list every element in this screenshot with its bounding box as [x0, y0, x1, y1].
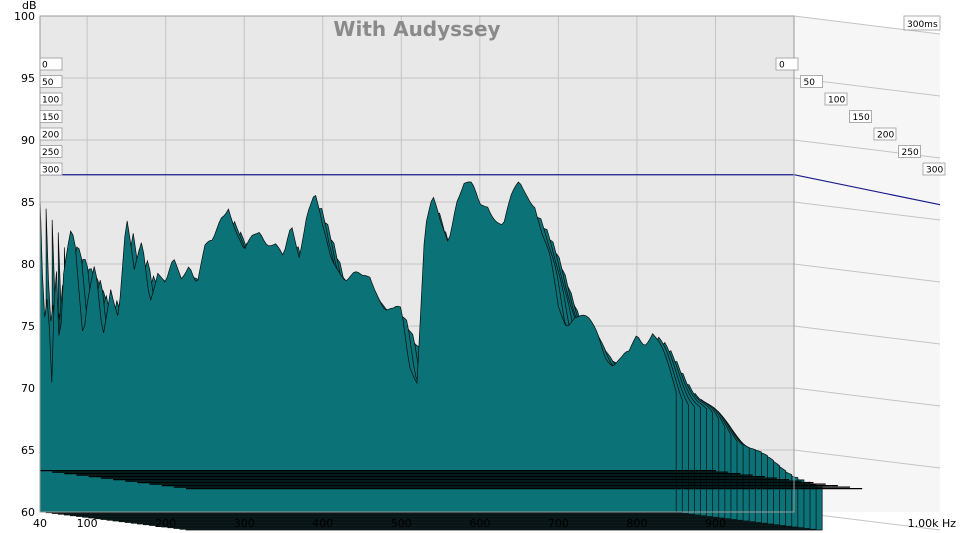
right-slice-label-box [922, 162, 946, 176]
left-slice-label-box [39, 57, 63, 71]
grid-line-depth [793, 15, 941, 35]
x-tick-label: 1.00k Hz [908, 517, 957, 530]
right-slice-label: 100 [828, 96, 845, 106]
left-slice-label-box [39, 92, 63, 106]
left-slice-label-box [39, 110, 63, 123]
x-tick-label: 100 [77, 517, 98, 530]
right-slice-label: 200 [877, 131, 894, 141]
chart-title: With Audyssey [333, 17, 500, 41]
left-slice-label: 150 [42, 113, 59, 123]
right-slice-label: 250 [902, 148, 919, 158]
y-tick-label: 60 [21, 506, 35, 519]
y-tick-label: 95 [21, 72, 35, 85]
left-slice-label: 200 [42, 131, 59, 141]
x-tick-label: 400 [312, 517, 333, 530]
grid-line-depth [793, 263, 941, 283]
x-tick-label: 200 [155, 517, 176, 530]
x-tick-label: 40 [33, 517, 47, 530]
x-tick-label: 300 [234, 517, 255, 530]
left-slice-label: 100 [42, 96, 59, 106]
right-slice-label: 300 [926, 166, 943, 176]
left-slice-label: 0 [42, 61, 48, 71]
left-slice-label-box [39, 162, 63, 176]
right-slice-label: 0 [779, 61, 785, 71]
time-axis-label-frame [903, 15, 941, 31]
left-slice-label: 300 [42, 166, 59, 176]
right-slice-label-box [873, 127, 897, 141]
left-time-slice-labels: 0 50 100 150 200 250 300 [39, 57, 63, 176]
time-axis-label: 300ms [907, 20, 938, 30]
y-tick-label: 65 [21, 444, 35, 457]
left-slice-label: 250 [42, 148, 59, 158]
y-tick-label: 75 [21, 320, 35, 333]
y-axis-label: dB [22, 0, 37, 12]
right-slice-label-box [898, 145, 921, 158]
right-slice-label-box [824, 92, 848, 106]
left-slice-label-box [39, 145, 63, 158]
y-tick-label: 100 [14, 10, 35, 23]
grid-line-depth [793, 201, 941, 221]
right-slice-label: 150 [853, 113, 870, 123]
waterfall-slice [39, 181, 677, 513]
right-slice-label-box [849, 110, 872, 123]
time-axis-side-wall [794, 16, 940, 512]
right-slice-label-box [775, 57, 799, 71]
waterfall-slices [39, 181, 863, 531]
x-tick-label: 800 [626, 517, 647, 530]
y-tick-label: 90 [21, 134, 35, 147]
x-tick-label: 500 [391, 517, 412, 530]
plot-frame [39, 15, 795, 513]
x-tick-label: 700 [548, 517, 569, 530]
right-time-slice-labels: 0 50 100 150 200 250 300 [775, 57, 946, 176]
grid-line-depth [793, 387, 941, 407]
y-tick-label: 80 [21, 258, 35, 271]
grid-line-depth [793, 449, 941, 469]
time-axis-label-box: 300ms [903, 15, 941, 31]
x-tick-label: 900 [705, 517, 726, 530]
y-tick-label: 70 [21, 382, 35, 395]
left-slice-label-box [39, 75, 63, 88]
y-axis-ticks: 60 65 70 75 80 85 90 95 100 [14, 10, 35, 519]
x-axis-ticks: 40 100 200 300 400 500 600 700 800 900 1.00k Hz [33, 517, 956, 530]
y-tick-label: 85 [21, 196, 35, 209]
plot-area [39, 15, 941, 531]
right-slice-label-box [800, 75, 823, 88]
right-slice-label: 50 [804, 78, 816, 88]
x-tick-label: 600 [469, 517, 490, 530]
left-slice-label: 50 [42, 78, 54, 88]
grid-line-depth [793, 325, 941, 345]
left-slice-label-box [39, 127, 63, 141]
